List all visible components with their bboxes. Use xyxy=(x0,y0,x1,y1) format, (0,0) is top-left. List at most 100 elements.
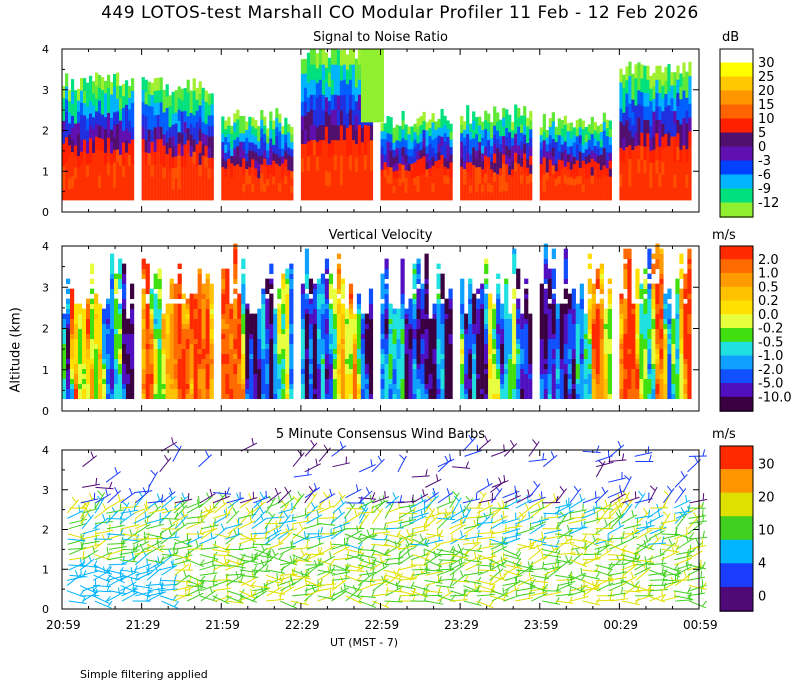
colorbar-swatch xyxy=(719,314,754,330)
colorbar-swatch xyxy=(719,563,754,589)
colorbar-label: -12 xyxy=(758,196,779,211)
x-tick-label: 22:29 xyxy=(285,618,320,632)
colorbar-swatch xyxy=(719,146,754,162)
colorbar-label: 20 xyxy=(758,491,775,506)
y-tick-label: 4 xyxy=(42,240,49,253)
colorbar-swatch xyxy=(719,469,754,494)
y-tick-label: 1 xyxy=(42,165,49,178)
colorbar-label: 15 xyxy=(758,98,775,113)
panel-1 xyxy=(61,48,754,218)
colorbar-swatch xyxy=(719,396,754,412)
y-tick-label: 3 xyxy=(42,484,49,497)
colorbar-swatch xyxy=(719,174,754,190)
colorbar-swatch xyxy=(719,369,754,385)
snr-panel-title: Signal to Noise Ratio xyxy=(313,30,448,45)
colorbar-label: -10.0 xyxy=(758,390,792,405)
colorbar-swatch xyxy=(719,341,754,357)
x-tick-label: 22:59 xyxy=(365,618,400,632)
colorbar-swatch xyxy=(719,445,754,471)
colorbar-label: 30 xyxy=(758,56,775,71)
colorbar-swatch xyxy=(719,328,754,344)
colorbar-swatch xyxy=(719,76,754,92)
colorbar-swatch xyxy=(719,118,754,134)
x-axis-title: UT (MST - 7) xyxy=(330,636,399,649)
wind-panel-title: 5 Minute Consensus Wind Barbs xyxy=(275,427,486,442)
colorbar-label: -2.0 xyxy=(758,363,783,378)
colorbar-swatch xyxy=(719,62,754,78)
colorbar-label: 25 xyxy=(758,70,775,85)
y-tick-label: 2 xyxy=(42,524,49,537)
colorbar-label: -0.2 xyxy=(758,322,783,337)
colorbar-frame xyxy=(719,48,754,218)
x-tick-label: 23:29 xyxy=(444,618,479,632)
colorbar-label: 0.2 xyxy=(758,294,779,309)
colorbar-swatch xyxy=(719,202,754,218)
colorbar-swatch xyxy=(719,132,754,148)
snr-plume xyxy=(361,49,384,123)
colorbar-swatch xyxy=(719,160,754,176)
y-tick-label: 2 xyxy=(42,323,49,336)
colorbar-label: 0 xyxy=(758,590,766,605)
colorbar-label: 20 xyxy=(758,84,775,99)
colorbar-label: 0.5 xyxy=(758,280,779,295)
colorbar-label: 0.0 xyxy=(758,308,779,323)
snr-unit-label: dB xyxy=(722,30,740,45)
panel-2 xyxy=(61,243,754,412)
y-tick-label: 1 xyxy=(42,563,49,576)
x-tick-label: 20:59 xyxy=(46,618,81,632)
colorbar-frame xyxy=(719,245,754,412)
colorbar-swatch xyxy=(719,383,754,399)
colorbar-swatch xyxy=(719,104,754,120)
colorbar-swatch xyxy=(719,188,754,204)
colorbar-label: -9 xyxy=(758,182,771,197)
colorbar-swatch xyxy=(719,273,754,289)
x-tick-label: 21:59 xyxy=(205,618,240,632)
colorbar-label: 5 xyxy=(758,126,766,141)
colorbar-label: -1.0 xyxy=(758,349,783,364)
colorbar-label: 10 xyxy=(758,112,775,127)
colorbar-label: 0 xyxy=(758,140,766,155)
x-tick-label: 00:59 xyxy=(683,618,718,632)
footnote: Simple filtering applied xyxy=(80,668,208,681)
velocity-panel-title: Vertical Velocity xyxy=(328,228,433,243)
colorbar-label: 1.0 xyxy=(758,267,779,282)
y-tick-label: 0 xyxy=(42,405,49,418)
colorbar-swatch xyxy=(719,259,754,275)
x-tick-label: 00:29 xyxy=(603,618,638,632)
y-axis-title: Altitude (km) xyxy=(8,307,24,393)
y-tick-label: 2 xyxy=(42,125,49,138)
colorbar-label: -0.5 xyxy=(758,335,783,350)
colorbar-frame xyxy=(719,445,754,612)
colorbar-label: 2.0 xyxy=(758,253,779,268)
y-tick-label: 0 xyxy=(42,206,49,219)
y-tick-label: 4 xyxy=(42,444,49,457)
colorbar-label: -5.0 xyxy=(758,377,783,392)
colorbar-swatch xyxy=(719,586,754,612)
colorbar-swatch xyxy=(719,355,754,371)
colorbar-swatch xyxy=(719,245,754,261)
colorbar-label: 4 xyxy=(758,557,766,572)
y-tick-label: 1 xyxy=(42,364,49,377)
colorbar-label: -6 xyxy=(758,168,771,183)
colorbar-swatch xyxy=(719,48,754,64)
chart-title: 449 LOTOS-test Marshall CO Modular Profi… xyxy=(101,3,699,23)
colorbar-swatch xyxy=(719,539,754,565)
colorbar-swatch xyxy=(719,516,754,542)
y-tick-label: 4 xyxy=(42,43,49,56)
colorbar-swatch xyxy=(719,300,754,316)
colorbar-swatch xyxy=(719,90,754,106)
panel-3 xyxy=(61,434,754,612)
y-tick-label: 3 xyxy=(42,281,49,294)
x-tick-label: 21:29 xyxy=(126,618,161,632)
y-tick-label: 0 xyxy=(42,603,49,616)
x-tick-label: 23:59 xyxy=(524,618,559,632)
y-tick-label: 3 xyxy=(42,84,49,97)
colorbar-label: -3 xyxy=(758,154,771,169)
colorbar-swatch xyxy=(719,492,754,518)
colorbar-label: 10 xyxy=(758,524,775,539)
colorbar-swatch xyxy=(719,286,754,302)
colorbar-label: 30 xyxy=(758,458,775,473)
velocity-unit-label: m/s xyxy=(712,228,736,243)
wind-unit-label: m/s xyxy=(712,427,736,442)
